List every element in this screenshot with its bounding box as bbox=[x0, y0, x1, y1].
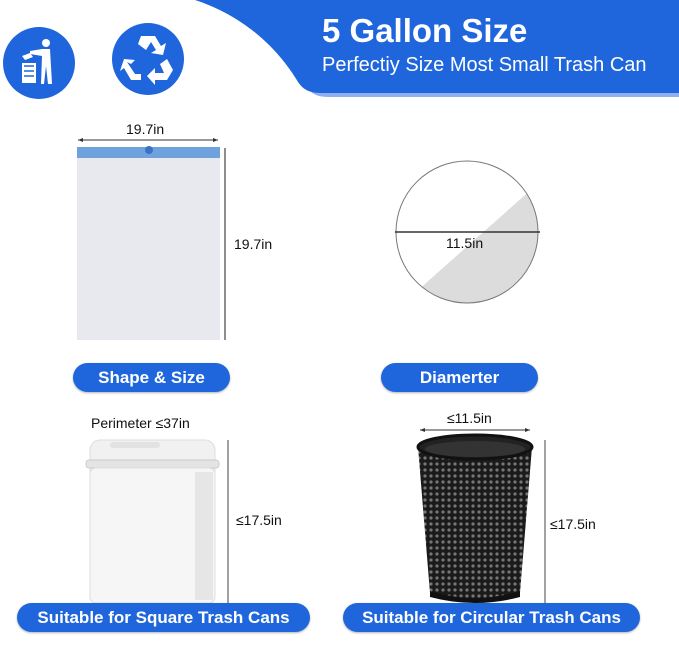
square-can-height-label: ≤17.5in bbox=[236, 512, 282, 528]
circular-can-width-label: ≤11.5in bbox=[447, 410, 492, 426]
square-cans-badge: Suitable for Square Trash Cans bbox=[17, 603, 310, 632]
bag-shape bbox=[77, 147, 220, 340]
bag-height-label: 19.7in bbox=[234, 236, 273, 252]
shape-size-badge: Shape & Size bbox=[73, 363, 230, 392]
diameter-badge: Diamerter bbox=[381, 363, 538, 392]
header-banner-shape bbox=[195, 0, 679, 97]
bag-diagram bbox=[77, 138, 226, 340]
recycle-icon bbox=[112, 23, 184, 95]
circular-cans-badge: Suitable for Circular Trash Cans bbox=[343, 603, 640, 632]
header-subtitle: Perfectiy Size Most Small Trash Can bbox=[322, 54, 647, 76]
perimeter-label: Perimeter ≤37in bbox=[91, 415, 190, 431]
header-title: 5 Gallon Size bbox=[322, 12, 528, 49]
circular-trash-can-image bbox=[416, 428, 546, 605]
diameter-value: 11.5in bbox=[446, 235, 484, 251]
diameter-diagram bbox=[395, 160, 540, 304]
circular-can-height-label: ≤17.5in bbox=[550, 516, 596, 532]
bag-width-label: 19.7in bbox=[126, 121, 165, 137]
square-trash-can-image bbox=[85, 439, 229, 604]
trash-disposal-icon bbox=[3, 27, 75, 99]
